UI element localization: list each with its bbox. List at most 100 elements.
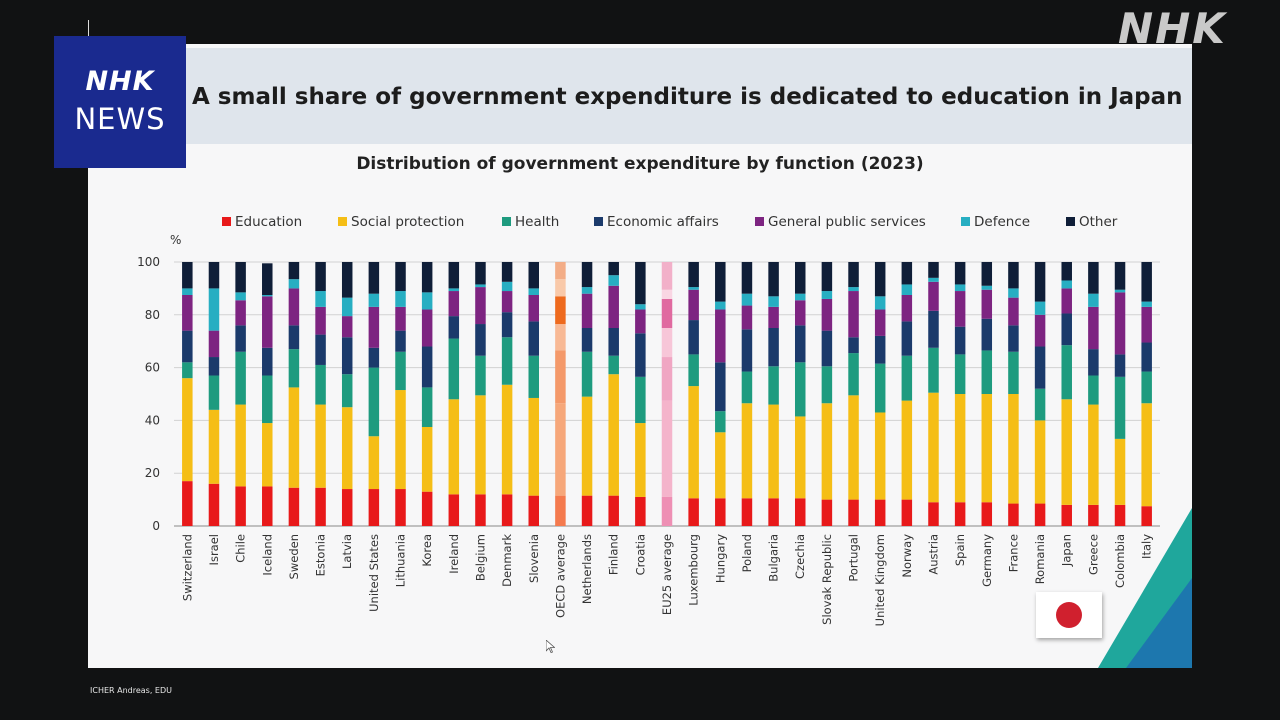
bar-segment	[341, 297, 353, 317]
bar-segment	[395, 262, 406, 292]
bar-segment	[1008, 262, 1019, 289]
bar-segment	[288, 262, 300, 280]
bar-segment	[182, 362, 193, 379]
y-tick-label: 60	[145, 361, 160, 375]
bar-segment	[475, 355, 486, 396]
bar-segment	[235, 292, 246, 301]
bar-segment	[928, 281, 939, 311]
bar-segment	[901, 499, 913, 526]
legend-label: Health	[515, 214, 559, 230]
x-tick-label: Greece	[1086, 534, 1100, 575]
bar-segment	[874, 363, 886, 413]
bar-segment	[182, 481, 193, 526]
bar-segment	[901, 400, 913, 500]
chart-title: Distribution of government expenditure b…	[356, 154, 924, 174]
legend-swatch-other	[1066, 217, 1075, 226]
bar-segment	[528, 262, 540, 289]
bar-segment	[954, 291, 966, 327]
x-tick-label: EU25 average	[660, 534, 674, 615]
bar-segment	[315, 291, 326, 307]
japan-flag-disc	[1056, 602, 1082, 628]
bar-segment	[448, 316, 460, 339]
legend-label: Education	[235, 214, 302, 230]
bar-segment	[1008, 503, 1019, 526]
bar-segment	[1008, 325, 1019, 352]
x-tick-label: Bulgaria	[767, 534, 781, 582]
bar-segment	[688, 498, 699, 526]
x-tick-label: France	[1006, 534, 1020, 572]
legend-label: Social protection	[351, 214, 464, 230]
bar-segment	[981, 289, 993, 319]
bar-segment	[421, 387, 433, 427]
bar-segment	[821, 298, 833, 331]
bar-segment	[848, 353, 859, 396]
bar-segment	[954, 262, 966, 285]
bar-segment	[262, 486, 273, 526]
bar-segment	[208, 409, 220, 484]
bar-segment	[1114, 376, 1126, 439]
slide-title: A small share of government expenditure …	[192, 84, 1183, 110]
bar-segment	[555, 403, 566, 496]
bar-segment	[368, 262, 380, 294]
bar-segment	[1061, 504, 1072, 526]
bar-segment	[421, 309, 433, 347]
bar-segment	[954, 326, 966, 355]
bar-segment	[448, 262, 460, 289]
bar-segment	[555, 296, 566, 325]
news-logo-text: NEWS	[74, 102, 166, 136]
bar-segment	[315, 364, 326, 405]
corner-accent-graphic	[1098, 508, 1192, 668]
bar-segment	[874, 296, 886, 310]
bar-segment	[981, 285, 993, 290]
bar-segment	[1008, 351, 1019, 394]
bar-segment	[288, 325, 300, 350]
bar-segment	[581, 351, 593, 397]
bar-segment	[715, 362, 726, 412]
bar-segment	[235, 262, 246, 293]
bar-segment	[1141, 262, 1152, 302]
bar-segment	[874, 262, 886, 297]
bar-segment	[661, 289, 673, 299]
frame-line	[88, 20, 89, 44]
bar-segment	[501, 262, 513, 282]
bar-segment	[208, 357, 220, 376]
legend-swatch-social-protection	[338, 217, 347, 226]
x-tick-label: Croatia	[633, 534, 647, 575]
bar-segment	[821, 291, 833, 299]
bar-segment	[1114, 438, 1126, 505]
bar-segment	[501, 494, 513, 526]
bar-segment	[635, 423, 646, 497]
bar-segment	[208, 330, 220, 358]
bar-segment	[1088, 404, 1099, 505]
bar-segment	[1061, 399, 1072, 505]
bar-segment	[581, 262, 593, 288]
bar-segment	[555, 262, 566, 280]
presenter-credit: ICHER Andreas, EDU	[90, 686, 172, 695]
bar-segment	[501, 384, 513, 495]
x-tick-label: Japan	[1060, 534, 1074, 567]
x-tick-label: Estonia	[314, 534, 328, 576]
bar-segment	[315, 334, 326, 365]
bar-segment	[794, 362, 806, 417]
bar-segment	[608, 275, 619, 286]
bar-segment	[794, 300, 806, 326]
bar-segment	[235, 486, 246, 526]
bar-segment	[794, 325, 806, 363]
bar-segment	[288, 288, 300, 326]
bar-segment	[821, 499, 833, 526]
bar-segment	[901, 355, 913, 401]
bar-segment	[501, 281, 513, 292]
bar-segment	[421, 491, 433, 526]
bar-segment	[661, 298, 673, 328]
slide: A small share of government expenditure …	[88, 44, 1192, 668]
bar-segment	[661, 262, 673, 290]
bar-segment	[208, 375, 220, 410]
bar-segment	[1141, 342, 1152, 372]
bar-segment	[715, 301, 726, 310]
legend-swatch-defence	[961, 217, 970, 226]
bar-segment	[475, 287, 486, 325]
bar-segment	[475, 395, 486, 495]
x-tick-label: Czechia	[793, 534, 807, 579]
bar-segment	[1034, 262, 1046, 302]
